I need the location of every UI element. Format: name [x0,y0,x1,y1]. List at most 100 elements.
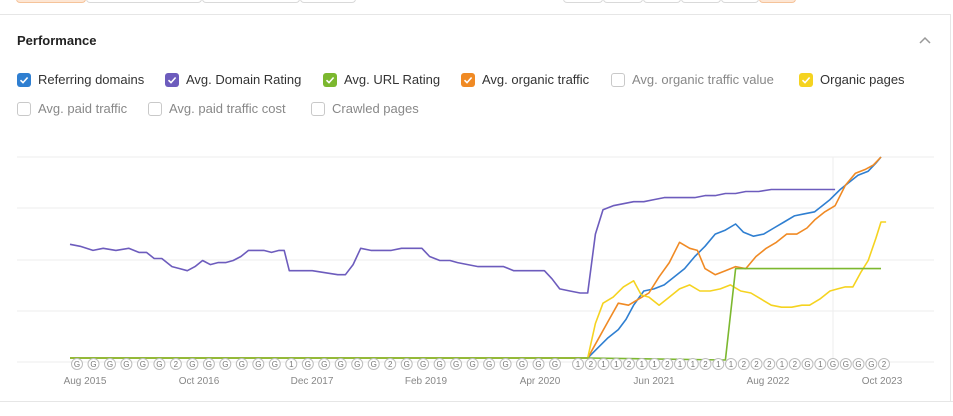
annotation-marker[interactable]: G [202,358,215,370]
annotation-marker-label: G [107,360,113,369]
checkbox-checked-icon[interactable] [17,72,31,87]
annotation-marker-label: G [354,360,360,369]
legend-toggle[interactable]: Avg. organic traffic [461,72,589,87]
annotation-marker[interactable]: G [801,358,814,370]
annotation-marker[interactable]: 2 [699,358,712,370]
x-tick-label: Feb 2019 [405,376,448,387]
annotation-marker-label: G [371,360,377,369]
annotation-marker-label: G [804,360,810,369]
x-tick-label: Oct 2023 [862,376,903,387]
legend-toggle[interactable]: Avg. organic traffic value [611,72,774,87]
range-button[interactable] [721,0,759,3]
legend-toggle[interactable]: Avg. paid traffic cost [148,101,286,116]
annotation-marker[interactable]: G [839,358,852,370]
annotation-marker-label: 1 [678,360,683,369]
annotation-marker[interactable]: 2 [750,358,763,370]
checkbox-unchecked-icon[interactable] [148,101,162,116]
annotation-marker[interactable]: 1 [648,358,661,370]
annotation-marker[interactable]: G [87,358,100,370]
series-line [69,188,836,294]
legend-toggle[interactable]: Avg. paid traffic [17,101,127,116]
annotation-marker[interactable]: 1 [725,358,737,370]
annotation-marker[interactable]: G [301,358,314,370]
annotation-marker[interactable]: G [186,358,199,370]
annotation-marker[interactable]: G [318,358,331,370]
checkbox-checked-icon[interactable] [799,72,813,87]
legend-toggle[interactable]: Avg. Domain Rating [165,72,301,87]
annotation-marker[interactable]: G [219,358,232,370]
annotation-marker[interactable]: G [120,358,133,370]
checkbox-checked-icon[interactable] [461,72,475,87]
annotation-marker[interactable]: 2 [788,358,801,370]
annotation-marker[interactable]: G [483,358,496,370]
annotation-marker[interactable]: G [268,358,281,370]
annotation-marker-label: G [469,360,475,369]
legend-label: Avg. URL Rating [344,72,441,87]
annotation-marker[interactable]: 1 [597,358,610,370]
annotation-marker[interactable]: G [351,358,364,370]
checkbox-unchecked-icon[interactable] [311,101,325,116]
annotation-marker[interactable]: 2 [384,358,397,370]
annotation-marker[interactable]: G [516,358,528,370]
annotation-marker-label: 1 [614,360,619,369]
x-tick-label: Dec 2017 [291,376,334,387]
annotation-marker[interactable]: G [433,358,446,370]
annotation-marker[interactable]: G [549,358,561,370]
annotation-marker[interactable]: G [71,358,83,370]
annotation-marker[interactable]: G [252,358,265,370]
annotation-marker[interactable]: G [532,358,545,370]
range-button-active[interactable] [759,0,796,3]
series-line [70,156,882,359]
range-button[interactable] [563,0,603,3]
legend-toggle[interactable]: Organic pages [799,72,905,87]
annotation-marker[interactable]: G [417,358,430,370]
annotation-marker[interactable]: 1 [814,358,827,370]
annotation-marker[interactable]: 2 [737,358,750,370]
legend-toggle[interactable]: Referring domains [17,72,144,87]
checkbox-checked-icon[interactable] [323,72,337,87]
collapse-chevron-icon[interactable] [916,31,934,49]
checkbox-unchecked-icon[interactable] [17,101,31,116]
legend-toggle[interactable]: Crawled pages [311,101,419,116]
annotation-marker-label: G [535,360,541,369]
period-button[interactable] [300,0,356,3]
range-button[interactable] [603,0,643,3]
annotation-marker[interactable]: G [865,358,878,370]
annotation-marker[interactable]: 1 [776,358,788,370]
annotation-marker[interactable]: G [466,358,479,370]
annotation-marker[interactable]: 1 [610,358,623,370]
annotation-marker[interactable]: 1 [572,358,584,370]
annotation-marker[interactable]: G [400,358,413,370]
annotation-marker[interactable]: G [235,358,248,370]
annotation-marker[interactable]: G [367,358,380,370]
annotation-marker[interactable]: 2 [623,358,635,370]
annotation-marker[interactable]: G [136,358,149,370]
annotation-marker[interactable]: G [104,358,116,370]
checkbox-unchecked-icon[interactable] [611,72,625,87]
annotation-marker[interactable]: 1 [674,358,686,370]
annotation-marker[interactable]: G [450,358,463,370]
annotation-marker[interactable]: G [334,358,347,370]
period-button-active[interactable] [16,0,86,3]
annotation-marker[interactable]: G [827,358,839,370]
annotation-marker[interactable]: 1 [686,358,699,370]
range-button[interactable] [681,0,721,3]
annotation-marker-label: G [222,360,228,369]
annotation-marker[interactable]: G [852,358,865,370]
annotation-marker[interactable]: 1 [635,358,648,370]
period-button[interactable] [202,0,300,3]
legend-toggle[interactable]: Avg. URL Rating [323,72,440,87]
annotation-marker[interactable]: 2 [169,358,182,370]
annotation-marker[interactable]: G [499,358,512,370]
annotation-marker[interactable]: 1 [285,358,298,370]
annotation-marker[interactable]: 2 [661,358,674,370]
range-button[interactable] [643,0,681,3]
period-button[interactable] [86,0,202,3]
checkbox-checked-icon[interactable] [165,72,179,87]
annotation-marker[interactable]: 2 [584,358,597,370]
annotation-marker[interactable]: G [153,358,166,370]
annotation-marker[interactable]: 1 [712,358,725,370]
annotation-marker[interactable]: 2 [878,358,890,370]
annotation-marker[interactable]: 2 [763,358,776,370]
performance-panel [0,14,951,402]
